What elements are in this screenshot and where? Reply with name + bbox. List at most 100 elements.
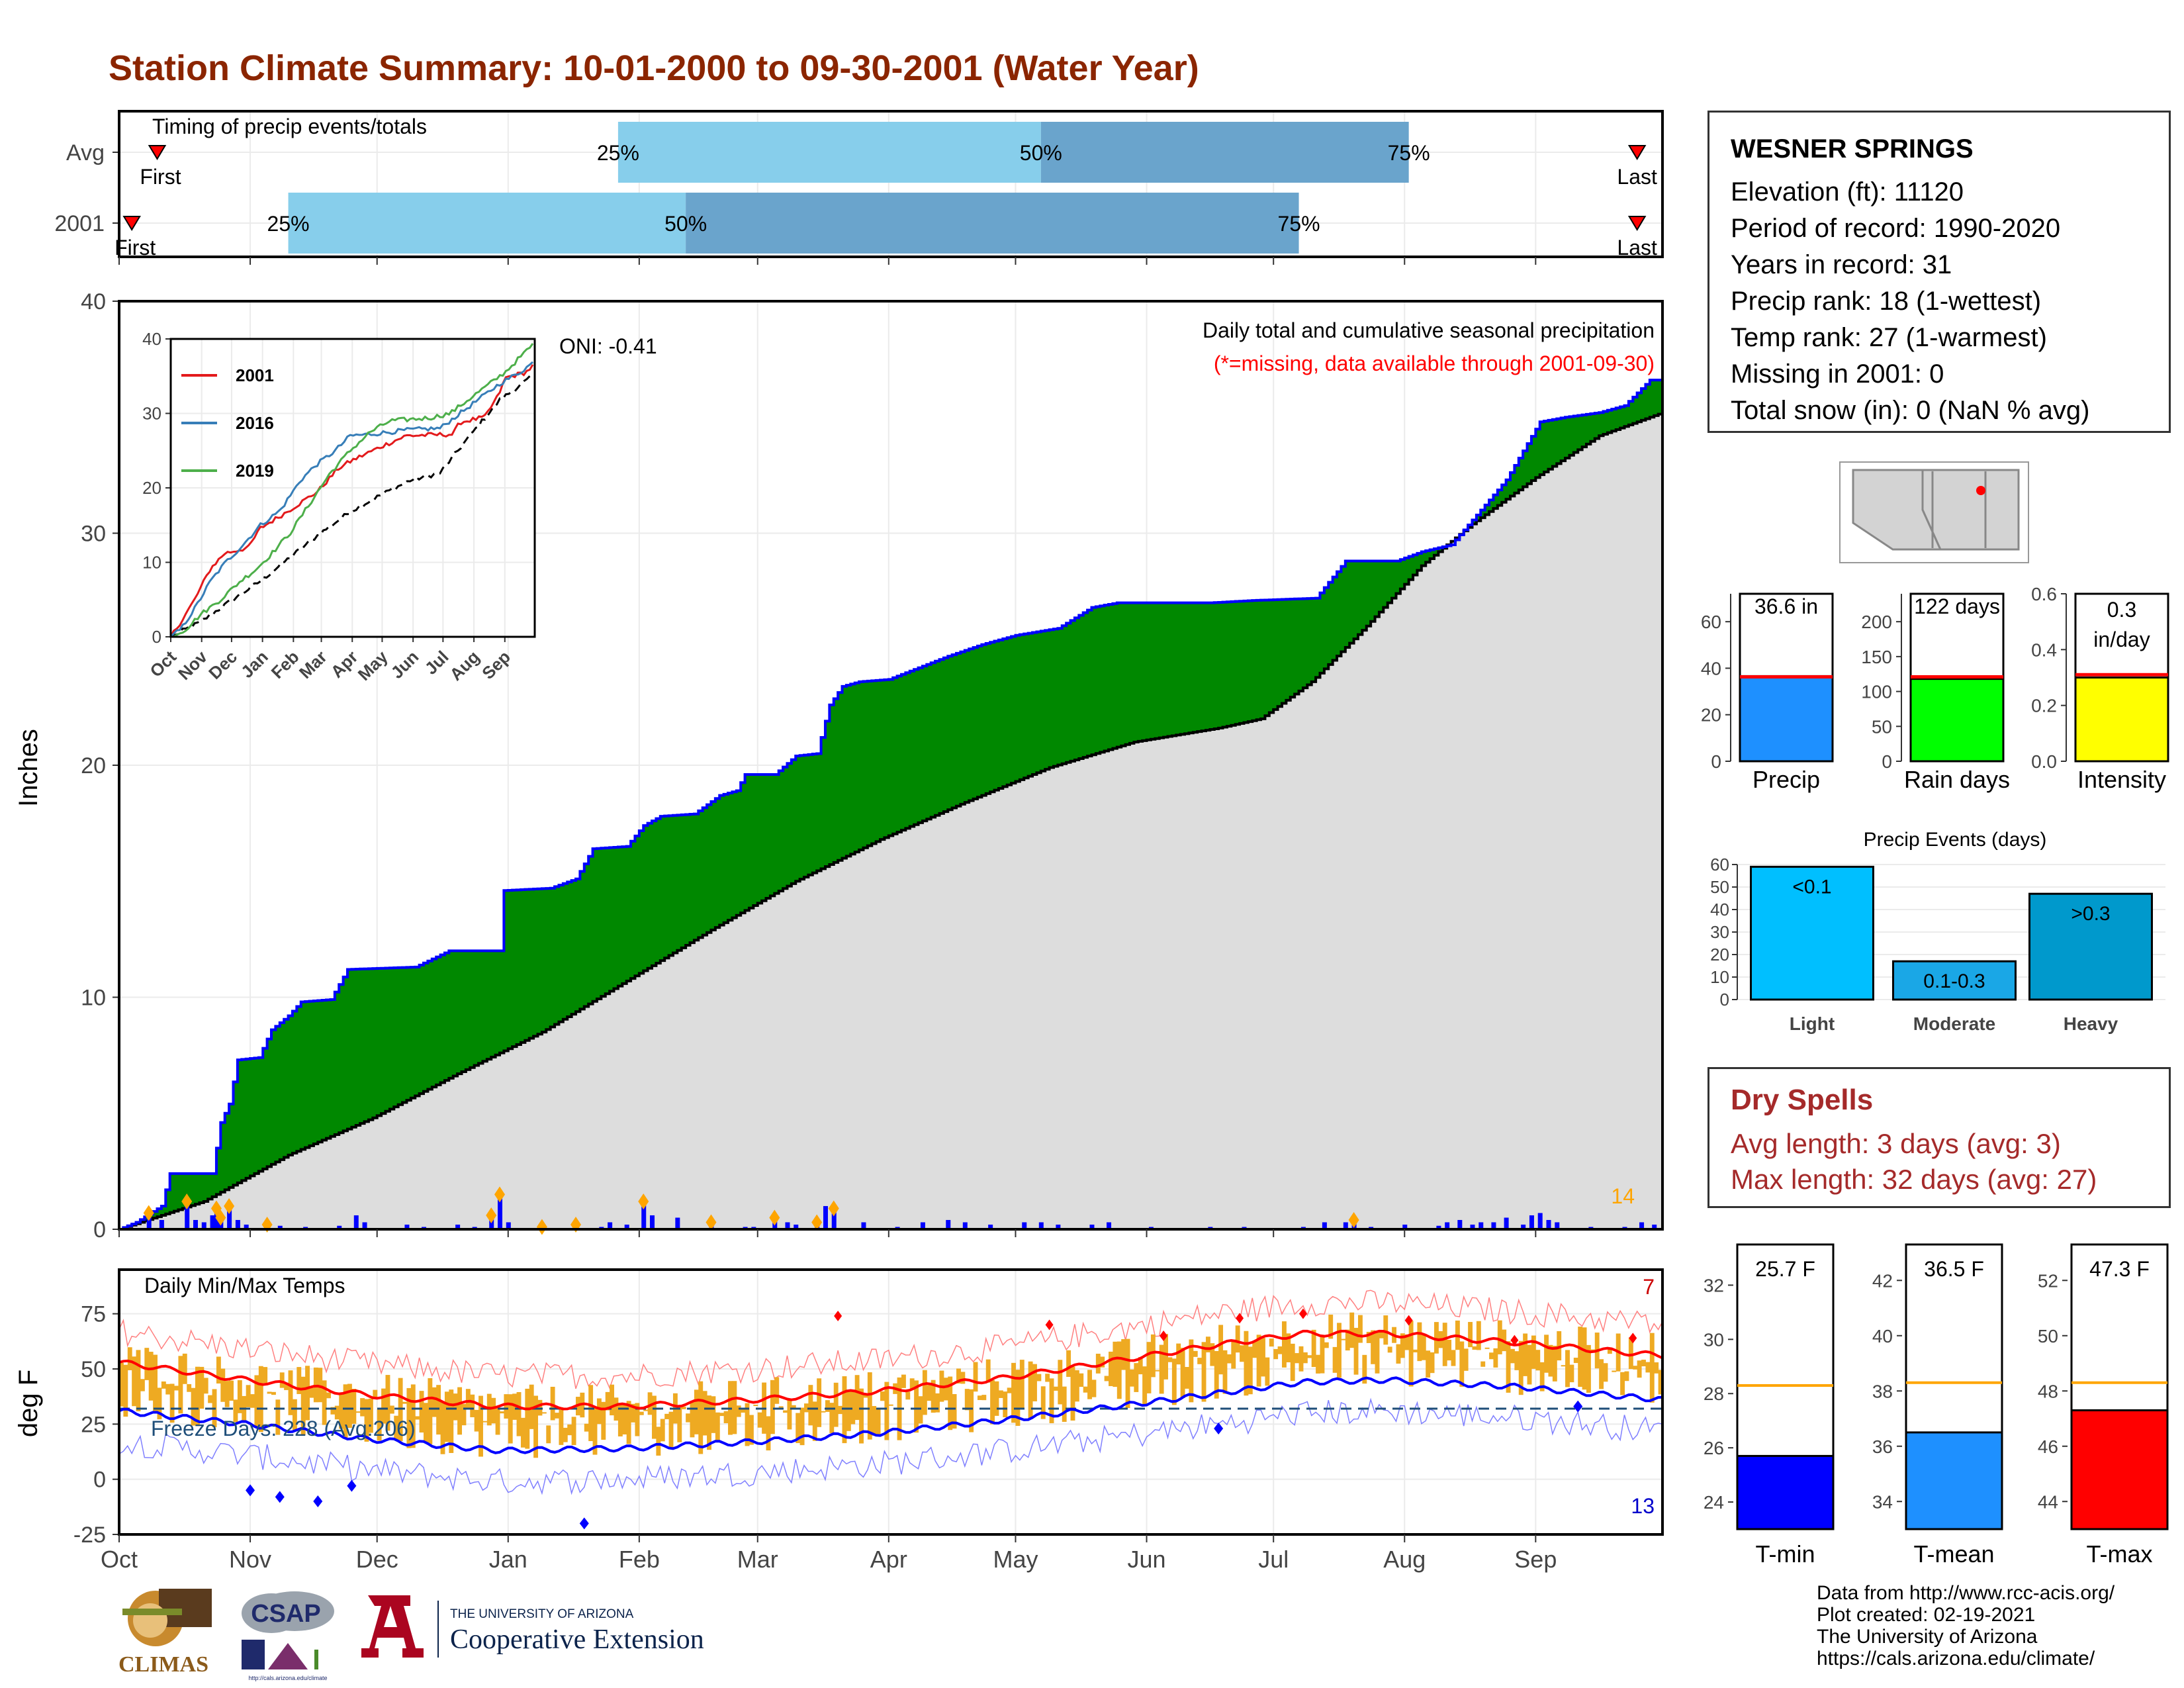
temp-daily-bar [432,1387,437,1417]
temp-daily-bar [144,1348,150,1380]
daily-precip-bar [1038,1222,1044,1229]
timing-label-50: 50% [1020,141,1062,165]
temp-daily-bar [246,1385,251,1407]
temp-daily-bar [1366,1331,1371,1343]
temp-daily-bar [330,1407,336,1415]
oni-annotation: ONI: -0.41 [559,334,657,358]
temp-daily-bar [533,1395,539,1458]
temp-daily-bar [161,1381,166,1389]
temp-daily-bar [1007,1387,1012,1393]
daily-precip-bar [506,1222,511,1229]
temp-daily-bar [1087,1370,1092,1399]
temp-daily-bar [985,1359,991,1383]
daily-precip-bar [962,1222,968,1229]
temp-daily-bar [292,1399,297,1430]
temp-daily-bar [1252,1340,1257,1358]
tmean-value-label: 47.3 F [2089,1257,2150,1281]
temp-means-charts: 24 26 28 30 32 25.7 F T-min 34 36 38 40 42 36.5 F T-m… [1704,1243,2169,1568]
events-y-tick-label: 30 [1710,922,1729,942]
daily-precip-bar [1022,1222,1027,1229]
tmean-y-tick-label: 24 [1704,1492,1724,1513]
daily-precip-bar [404,1224,410,1229]
temp-y-axis-label: deg F [14,1370,43,1437]
temp-daily-bar [1544,1335,1549,1373]
locator-map [1839,461,2029,563]
temp-daily-bar [787,1400,792,1430]
events-bar-label: 0.1-0.3 [1923,970,1985,992]
temp-daily-bar [1518,1340,1524,1395]
temp-daily-bar [1205,1336,1210,1352]
temp-daily-bar [1476,1321,1481,1350]
cum-y-tick-label: 10 [81,986,106,1011]
temp-daily-bar [791,1405,796,1409]
temp-daily-bar [567,1424,572,1436]
timing-row-label: 2001 [54,211,105,236]
temp-daily-bar [482,1421,488,1423]
temp-daily-bar [1433,1322,1439,1354]
temp-daily-bar [1421,1335,1426,1360]
temp-daily-bar [715,1412,720,1442]
daily-precip-marker [638,1193,649,1209]
daily-precip-marker [769,1209,780,1226]
temp-daily-bar [1548,1344,1553,1377]
temp-daily-bar [174,1385,179,1391]
temp-daily-bar [1273,1348,1279,1360]
temp-daily-bar [555,1413,559,1419]
timing-first-label: First [140,165,181,189]
temp-chart-title: Daily Min/Max Temps [144,1274,345,1297]
temp-daily-bar [626,1401,631,1444]
csap-logo: CSAP http://cals.arizona.edu/climate [242,1591,334,1681]
temp-daily-bar [1408,1321,1414,1387]
daily-precip-bar [1537,1213,1543,1229]
inset-cumulative-chart: 010203040OctNovDecJanFebMarAprMayJunJulA… [142,329,536,684]
temp-x-tick-label: Apr [870,1546,907,1573]
daily-precip-bar [455,1224,461,1229]
temp-daily-bar [1413,1349,1418,1352]
tmean-category-label: T-mean [1913,1540,1994,1568]
temp-daily-bar [1552,1346,1557,1382]
temp-daily-bar [1320,1335,1325,1374]
temp-daily-bar [220,1368,226,1402]
temp-daily-bar [838,1405,843,1415]
temp-daily-bar [364,1399,369,1442]
ptotal-y-tick-label: 0.0 [2031,751,2057,772]
daily-precip-bar [946,1219,951,1229]
temp-daily-bar [1261,1338,1265,1377]
temp-daily-bar [500,1411,504,1414]
temp-daily-bar [652,1395,657,1439]
temp-daily-bar [741,1409,746,1413]
temp-daily-bar [381,1388,387,1424]
temp-daily-bar [182,1353,187,1384]
temp-daily-bar [1514,1351,1520,1370]
temp-daily-bar [964,1389,970,1411]
daily-precip-bar [1056,1224,1061,1229]
temp-daily-bar [1463,1348,1469,1371]
temp-daily-bar [419,1391,424,1433]
temp-daily-bar [187,1383,192,1392]
daily-precip-bar [1436,1225,1441,1229]
temp-daily-bar [123,1364,128,1417]
temp-daily-bar [470,1394,475,1417]
temp-daily-bar [355,1411,361,1413]
daily-precip-bar [498,1194,503,1229]
timing-plot-border [118,110,1664,258]
credit-data-source: Data from http://www.rcc-acis.org/ [1817,1582,2115,1604]
temp-daily-bar [203,1378,208,1394]
temp-daily-bar [690,1401,695,1438]
temp-daily-bar [639,1411,644,1415]
temp-x-tick-label: Jun [1128,1546,1166,1573]
ptotal-y-tick-label: 0.4 [2031,639,2057,660]
temp-daily-bar [424,1403,428,1443]
temp-daily-bar [305,1366,310,1421]
temp-daily-bar [1036,1374,1042,1382]
daily-precip-bar [1521,1224,1526,1229]
inset-series-line [169,364,534,637]
temp-daily-bar [1058,1360,1063,1405]
tmax-record-marker [1236,1313,1244,1324]
daily-precip-bar [1445,1222,1450,1229]
tmax-record-marker [1045,1319,1054,1331]
temp-daily-bar [1603,1363,1608,1382]
ptotal-bar [1909,678,2005,763]
cum-chart-title: Daily total and cumulative seasonal prec… [1203,318,1655,342]
events-bar-label: <0.1 [1792,876,1831,898]
